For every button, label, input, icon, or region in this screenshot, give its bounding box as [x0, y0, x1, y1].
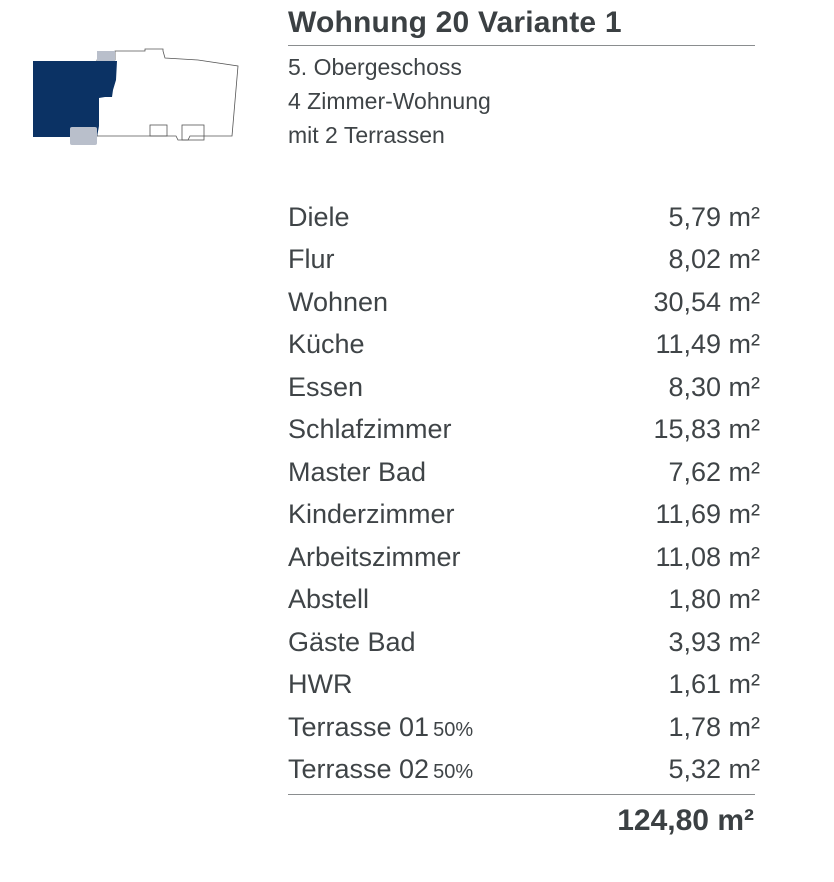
room-row: Kinderzimmer 11,69 m² [288, 494, 760, 537]
floor-plan-key-icon [33, 48, 239, 145]
room-row: Master Bad 7,62 m² [288, 451, 760, 494]
room-label: Kinderzimmer [288, 499, 455, 530]
room-name: Schlafzimmer [288, 414, 452, 445]
floor-label: 5. Obergeschoss [288, 54, 462, 80]
room-row: Gäste Bad 3,93 m² [288, 621, 760, 664]
room-area: 5,79 m² [668, 201, 760, 232]
room-area-list: Diele 5,79 m² Flur 8,02 m² Wohnen 30,54 m² Küc… [288, 196, 760, 791]
room-label: Essen [288, 372, 363, 403]
room-area: 8,30 m² [668, 371, 760, 402]
room-area: 8,02 m² [668, 244, 760, 275]
room-label: Master Bad [288, 457, 426, 488]
room-name: Abstell [288, 584, 370, 615]
page-title: Wohnung 20 Variante 1 [288, 6, 622, 39]
room-label: Terrasse 02 50% [288, 754, 473, 785]
room-area: 1,61 m² [668, 669, 760, 700]
room-name: Wohnen [288, 286, 389, 317]
room-row: Essen 8,30 m² [288, 366, 760, 409]
room-name: Terrasse 01 [288, 711, 430, 742]
room-row: Flur 8,02 m² [288, 239, 760, 282]
room-name: Flur [288, 244, 335, 275]
room-name: Arbeitszimmer [288, 541, 461, 572]
room-area: 3,93 m² [668, 626, 760, 657]
room-row: Abstell 1,80 m² [288, 579, 760, 622]
room-label: Diele [288, 202, 350, 233]
room-name: HWR [288, 669, 353, 700]
room-name: Küche [288, 329, 365, 360]
room-row: Terrasse 02 50% 5,32 m² [288, 749, 760, 792]
room-area: 15,83 m² [653, 414, 760, 445]
room-label: Wohnen [288, 287, 388, 318]
room-row: Küche 11,49 m² [288, 324, 760, 367]
room-label: Arbeitszimmer [288, 542, 461, 573]
room-row: Terrasse 01 50% 1,78 m² [288, 706, 760, 749]
room-area: 11,69 m² [655, 499, 760, 530]
room-name: Kinderzimmer [288, 499, 455, 530]
room-area: 1,78 m² [668, 711, 760, 742]
room-name: Essen [288, 371, 364, 402]
terraces-label: mit 2 Terrassen [288, 122, 445, 148]
room-name: Master Bad [288, 456, 427, 487]
room-row: Arbeitszimmer 11,08 m² [288, 536, 760, 579]
total-area: 124,80 m² [617, 804, 754, 837]
room-name: Gäste Bad [288, 626, 416, 657]
rooms-label: 4 Zimmer-Wohnung [288, 88, 491, 114]
room-label: Schlafzimmer [288, 414, 452, 445]
room-area: 30,54 m² [653, 286, 760, 317]
room-area: 11,49 m² [655, 329, 760, 360]
room-label: HWR [288, 669, 352, 700]
room-row: Diele 5,79 m² [288, 196, 760, 239]
room-label: Flur [288, 244, 335, 275]
room-row: Wohnen 30,54 m² [288, 281, 760, 324]
room-row: Schlafzimmer 15,83 m² [288, 409, 760, 452]
total-divider [288, 794, 755, 795]
room-area: 11,08 m² [655, 541, 760, 572]
room-row: HWR 1,61 m² [288, 664, 760, 707]
room-label: Terrasse 01 50% [288, 712, 473, 743]
room-area: 1,80 m² [668, 584, 760, 615]
room-area: 7,62 m² [668, 456, 760, 487]
title-divider [288, 45, 755, 46]
room-label: Abstell [288, 584, 369, 615]
room-name: Diele [288, 201, 350, 232]
room-label: Küche [288, 329, 365, 360]
room-share-note: 50% [433, 718, 474, 741]
room-area: 5,32 m² [668, 754, 760, 785]
room-label: Gäste Bad [288, 627, 416, 658]
room-name: Terrasse 02 [288, 754, 430, 785]
room-share-note: 50% [433, 761, 474, 784]
